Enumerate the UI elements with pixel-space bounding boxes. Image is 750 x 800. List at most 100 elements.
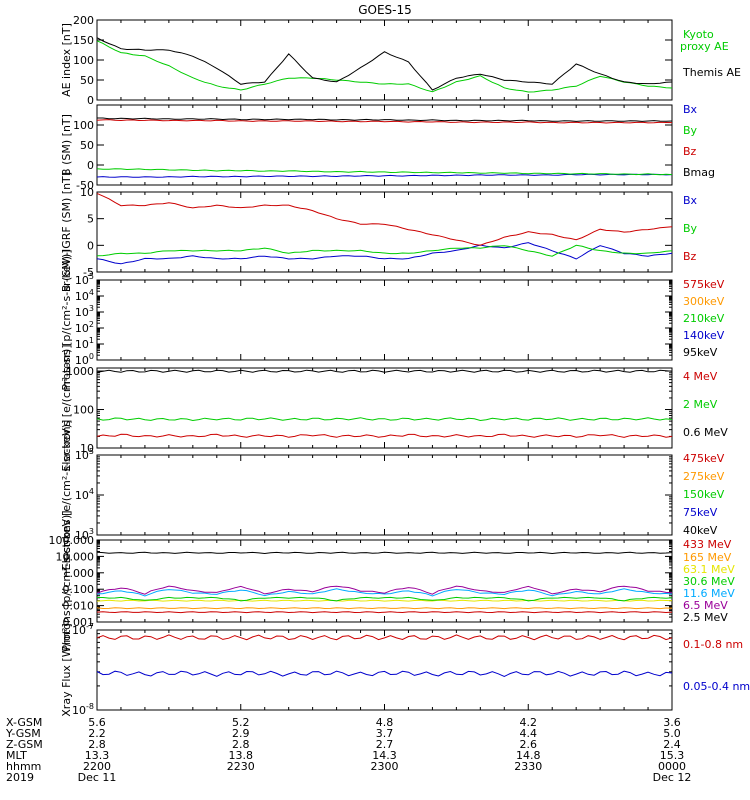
footer-value: 2.2 — [88, 727, 106, 740]
y-tick-label: 100 — [75, 352, 94, 367]
footer-value: 2.6 — [520, 738, 538, 751]
legend-label: 275keV — [683, 470, 725, 483]
y-tick-label: 104 — [75, 288, 94, 303]
footer-row-label: hhmm — [6, 760, 41, 773]
footer-row-label: X-GSM — [6, 716, 42, 729]
legend-label: 475keV — [683, 452, 725, 465]
legend-label: 0.05-0.4 nm — [683, 680, 750, 693]
series-line-11-6-mev — [96, 588, 673, 597]
y-tick-label: 1000 — [66, 365, 94, 378]
y-tick-label: 10 — [80, 442, 94, 455]
legend-label: proxy AE — [680, 40, 729, 53]
panel-frame — [96, 191, 673, 273]
footer-value: 2230 — [227, 760, 255, 773]
series-line-2-5-mev — [96, 551, 673, 555]
legend-label: 40keV — [683, 524, 718, 537]
y-axis-label: Protons [p/(cm²-s-sr-keV)] — [60, 249, 73, 390]
legend-label: 575keV — [683, 278, 725, 291]
legend-label: Bx — [683, 103, 698, 116]
panel-frame — [96, 279, 673, 361]
panel-frame — [96, 19, 673, 101]
legend-label: By — [683, 124, 698, 137]
y-axis-label: B (SM)-IGRF (SM) [nT] — [60, 172, 73, 292]
y-tick-label: 104 — [75, 487, 94, 502]
footer-value: Dec 12 — [653, 771, 692, 784]
y-tick-label: 0 — [87, 94, 94, 107]
series-line-6-5-mev — [96, 585, 673, 595]
plot-title: GOES-15 — [358, 3, 412, 17]
y-tick-label: 105 — [75, 272, 94, 287]
footer-row-label: MLT — [6, 749, 27, 762]
footer-value: 3.6 — [663, 716, 681, 729]
legend-label: 95keV — [683, 346, 718, 359]
series-line-0-05-0-4-nm — [96, 670, 673, 677]
series-line-themis-ae — [96, 37, 673, 91]
legend-label: 2 MeV — [683, 398, 718, 411]
series-line-30-6-mev — [97, 596, 673, 602]
y-tick-label: 10.000 — [56, 550, 95, 563]
legend-label: 300keV — [683, 295, 725, 308]
footer-value: 13.8 — [229, 749, 254, 762]
series-line-433-mev — [96, 611, 673, 614]
y-tick-label: -5 — [83, 266, 94, 279]
legend-label: Bz — [683, 250, 697, 263]
footer-value: 5.2 — [232, 716, 250, 729]
y-tick-label: 102 — [75, 320, 94, 335]
legend-label: 75keV — [683, 506, 718, 519]
series-line-bz — [96, 119, 673, 124]
legend-label: 63.1 MeV — [683, 563, 735, 576]
legend-label: 140keV — [683, 329, 725, 342]
footer-value: 13.3 — [85, 749, 110, 762]
y-axis-label: AE index [nT] — [60, 23, 73, 97]
legend-label: 150keV — [683, 488, 725, 501]
y-axis-label: Electrons [e/(cm²-s-sr-keV)] — [60, 420, 73, 571]
legend-label: Kyoto — [683, 28, 714, 41]
y-tick-label: 200 — [73, 14, 94, 27]
y-tick-label: 100 — [73, 54, 94, 67]
footer-value: 2.4 — [663, 738, 681, 751]
series-line-by — [96, 244, 673, 257]
series-line-bx — [96, 173, 673, 178]
footer-value: 5.0 — [663, 727, 681, 740]
footer-value: 3.7 — [376, 727, 394, 740]
series-line-165-mev — [96, 607, 673, 610]
y-axis-label: Electrons [e/(cm²-s-sr)] — [60, 344, 73, 471]
legend-label: 165 MeV — [683, 551, 732, 564]
series-line-bz — [96, 192, 673, 246]
y-tick-label: 0 — [87, 159, 94, 172]
series-line-4-mev — [96, 433, 673, 438]
y-axis-label: Protons [p/(cm²-s-sr-keV)] — [60, 510, 73, 651]
footer-ephemeris: X-GSMY-GSMZ-GSMMLThhmm20195.62.22.813.32… — [5, 716, 691, 784]
y-tick-label: 100.000 — [49, 534, 95, 547]
series-line-0-6-mev — [96, 369, 673, 373]
series-line-bx — [96, 242, 673, 265]
footer-value: 2.9 — [232, 727, 250, 740]
legend-label: 11.6 MeV — [683, 587, 735, 600]
series-line-0-1-0-8-nm — [96, 634, 673, 641]
footer-row-label: Y-GSM — [5, 727, 41, 740]
footer-value: 0000 — [658, 760, 686, 773]
series-line-63-1-mev — [96, 599, 673, 602]
y-axis-label: B (SM) [nT] — [60, 114, 73, 176]
panel-frame — [96, 629, 673, 711]
legend-label: 2.5 MeV — [683, 611, 728, 624]
footer-value: 2.8 — [88, 738, 106, 751]
footer-value: 2.7 — [376, 738, 394, 751]
footer-value: 2.8 — [232, 738, 250, 751]
legend-label: Themis AE — [682, 66, 741, 79]
y-axis-label: Xray Flux [W/m²] — [60, 623, 73, 716]
footer-value: 2300 — [371, 760, 399, 773]
y-tick-label: 1.000 — [63, 567, 95, 580]
y-tick-label: 105 — [75, 447, 94, 462]
y-tick-label: 0.001 — [63, 616, 95, 629]
legend-label: 6.5 MeV — [683, 599, 728, 612]
